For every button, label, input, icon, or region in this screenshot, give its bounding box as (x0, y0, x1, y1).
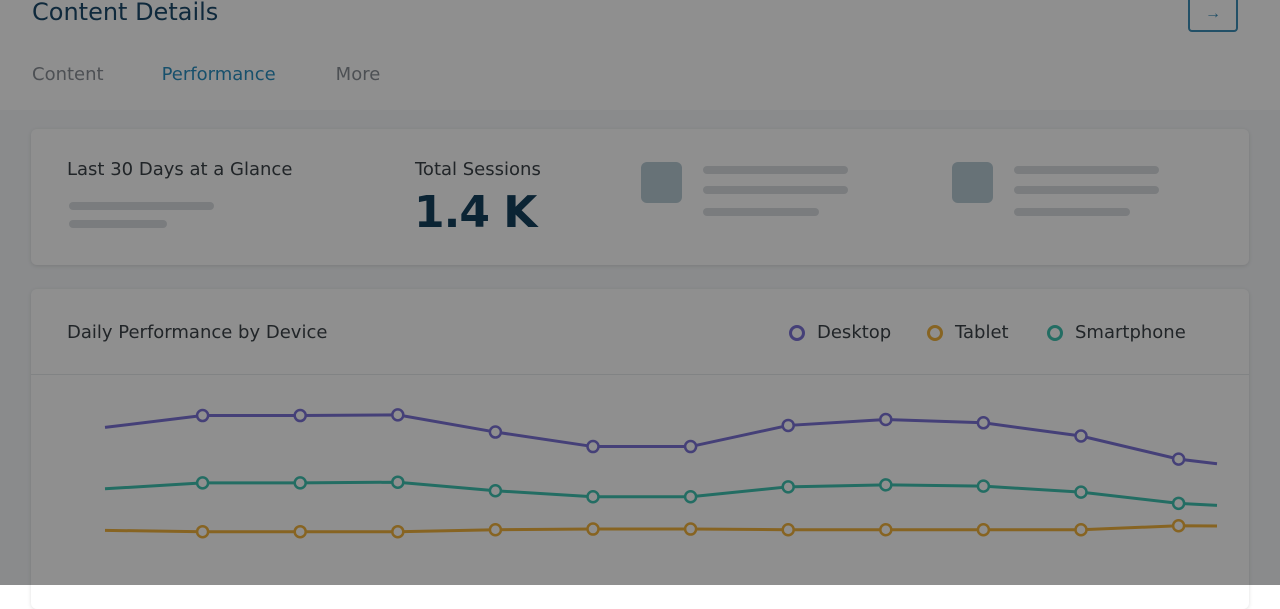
data-point-smartphone[interactable] (976, 479, 991, 493)
legend-desktop[interactable]: Desktop (789, 322, 891, 343)
modal-backdrop[interactable] (0, 0, 1280, 585)
legend-tablet[interactable]: Tablet (927, 322, 1009, 343)
data-point-desktop[interactable] (1074, 429, 1088, 443)
data-point-desktop[interactable] (1171, 452, 1186, 466)
skeleton-line (703, 208, 819, 216)
data-point-smartphone[interactable] (781, 480, 795, 494)
data-point-smartphone[interactable] (488, 484, 503, 498)
card-divider (31, 374, 1249, 375)
skeleton-line (703, 166, 848, 174)
data-point-desktop[interactable] (879, 412, 893, 427)
data-point-tablet[interactable] (488, 522, 503, 537)
data-point-tablet[interactable] (586, 522, 600, 536)
data-point-smartphone[interactable] (1171, 496, 1186, 511)
total-sessions-value: 1.4 K (414, 187, 537, 238)
data-point-desktop[interactable] (683, 439, 698, 454)
data-point-smartphone[interactable] (391, 475, 405, 489)
legend-dot-desktop (789, 324, 805, 341)
skeleton-line (69, 220, 167, 228)
page-title: Content Details (32, 0, 219, 26)
data-point-tablet[interactable] (879, 522, 893, 537)
glance-title: Last 30 Days at a Glance (67, 159, 293, 180)
daily-performance-chart (104, 408, 1218, 539)
data-point-desktop[interactable] (293, 408, 307, 423)
data-point-tablet[interactable] (976, 522, 991, 537)
legend-label: Desktop (817, 322, 892, 343)
legend-smartphone[interactable]: Smartphone (1047, 322, 1186, 343)
skeleton-line (703, 186, 848, 194)
data-point-tablet[interactable] (1074, 522, 1088, 537)
skeleton-line (1014, 166, 1159, 174)
data-point-smartphone[interactable] (879, 478, 893, 492)
tab-content[interactable]: Content (32, 64, 104, 85)
data-point-desktop[interactable] (488, 425, 503, 439)
data-point-tablet[interactable] (391, 524, 405, 539)
skeleton-line (69, 202, 214, 210)
legend-label: Smartphone (1075, 322, 1186, 343)
glance-card: Last 30 Days at a Glance Total Sessions … (31, 129, 1249, 265)
skeleton-line (1014, 186, 1159, 194)
total-sessions-label: Total Sessions (415, 159, 541, 180)
data-point-desktop[interactable] (195, 408, 210, 423)
data-point-smartphone[interactable] (195, 476, 210, 490)
data-point-smartphone[interactable] (586, 489, 600, 504)
legend-dot-tablet (927, 324, 943, 341)
data-point-desktop[interactable] (976, 416, 991, 430)
data-point-desktop[interactable] (586, 439, 600, 454)
legend-label: Tablet (955, 322, 1009, 343)
data-point-smartphone[interactable] (683, 489, 698, 504)
data-point-tablet[interactable] (683, 522, 698, 536)
legend-dot-smartphone (1047, 324, 1063, 341)
data-point-smartphone[interactable] (1074, 485, 1088, 499)
skeleton-icon (952, 162, 993, 203)
daily-performance-card: Daily Performance by Device Desktop Tabl… (31, 289, 1249, 609)
data-point-tablet[interactable] (293, 524, 307, 539)
skeleton-line (1014, 208, 1130, 216)
tab-more[interactable]: More (335, 64, 381, 85)
app-root: Content Details → Content Performance Mo… (0, 0, 1280, 539)
data-point-desktop[interactable] (781, 418, 795, 433)
arrow-right-icon: → (1205, 5, 1221, 22)
data-point-desktop[interactable] (391, 408, 405, 422)
data-point-tablet[interactable] (781, 522, 795, 537)
collapse-panel-button[interactable]: → (1188, 0, 1238, 32)
skeleton-icon (641, 162, 682, 203)
data-point-tablet[interactable] (195, 524, 210, 539)
data-point-smartphone[interactable] (293, 476, 307, 490)
data-point-tablet[interactable] (1171, 519, 1186, 533)
page-header: Content Details → Content Performance Mo… (0, 0, 1280, 142)
chart-title: Daily Performance by Device (67, 322, 328, 343)
